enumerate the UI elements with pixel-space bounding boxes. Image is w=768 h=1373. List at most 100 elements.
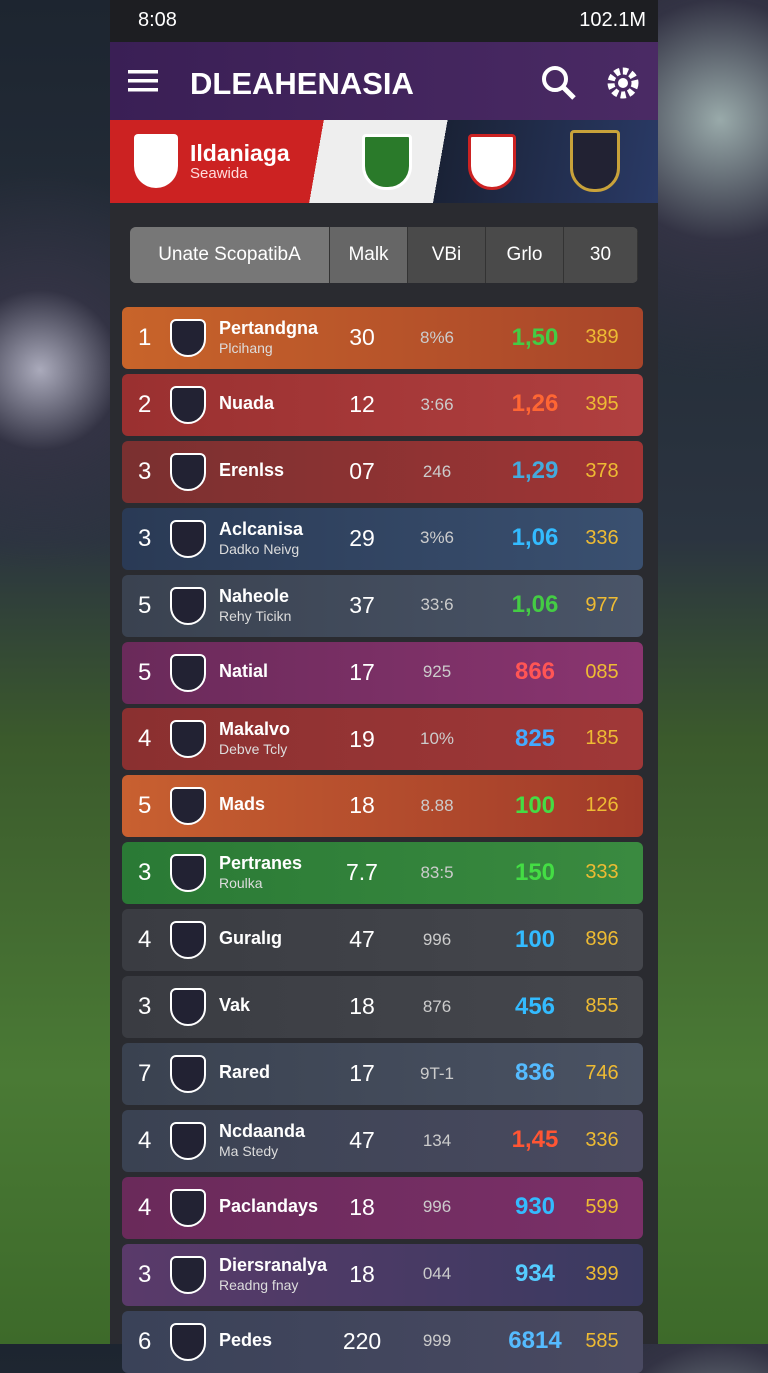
crest bbox=[468, 134, 516, 190]
status-right: 102.1M bbox=[579, 9, 646, 31]
tab[interactable]: VBi bbox=[408, 227, 486, 283]
tab[interactable]: Grlo bbox=[486, 227, 564, 283]
search-icon[interactable] bbox=[540, 64, 578, 102]
table-row[interactable]: 3 Aclcanisa Dadko Neivg 29 3%6 1,06 336 bbox=[122, 507, 643, 570]
team-logo bbox=[170, 1255, 206, 1294]
team-name: Mads bbox=[219, 794, 266, 815]
team-logo bbox=[170, 921, 206, 960]
stat-cell: 8%6 bbox=[419, 327, 455, 347]
rank: 2 bbox=[138, 390, 152, 418]
banner: Ildaniaga Seawida bbox=[110, 120, 658, 203]
table-row[interactable]: 3 Vak 18 876 456 855 bbox=[122, 976, 643, 1038]
table-row[interactable]: 4 Paclandays 18 996 930 599 bbox=[122, 1176, 643, 1239]
rank: 7 bbox=[138, 1059, 152, 1087]
team-name: Paclandays bbox=[219, 1195, 319, 1216]
rank: 4 bbox=[138, 1126, 152, 1154]
rank: 3 bbox=[138, 1260, 152, 1288]
stat-cell: 1,26 bbox=[511, 390, 559, 418]
tab[interactable]: 30 bbox=[564, 227, 638, 283]
stat-cell: 18 bbox=[349, 993, 375, 1020]
stat-cell: 134 bbox=[422, 1130, 452, 1150]
table-row[interactable]: 4 Guralıg 47 996 100 896 bbox=[122, 909, 643, 972]
stat-cell: 10% bbox=[419, 729, 455, 749]
stat-cell: 085 bbox=[585, 660, 619, 683]
rank: 5 bbox=[138, 591, 152, 619]
team-name: Aclcanisa bbox=[219, 518, 304, 539]
team-subtitle: Readng fnay bbox=[219, 1276, 299, 1293]
team-logo bbox=[170, 1322, 206, 1361]
stat-cell: 866 bbox=[514, 658, 556, 686]
team-logo bbox=[170, 586, 206, 625]
team-name: Diersranalya bbox=[219, 1254, 328, 1275]
stat-cell: 07 bbox=[349, 457, 375, 484]
team-logo bbox=[170, 854, 206, 893]
team-logo bbox=[170, 1121, 206, 1160]
rank: 5 bbox=[138, 792, 152, 820]
stat-cell: 246 bbox=[422, 461, 452, 481]
stat-cell: 395 bbox=[585, 392, 619, 415]
team-logo bbox=[170, 519, 206, 558]
stat-cell: 7.7 bbox=[346, 859, 378, 886]
stat-cell: 399 bbox=[585, 1262, 619, 1285]
stat-cell: 100 bbox=[514, 791, 556, 819]
table-row[interactable]: 1 Pertandgna Plcihang 30 8%6 1,50 389 bbox=[122, 307, 643, 369]
stat-cell: 33:6 bbox=[420, 595, 454, 615]
stat-cell: 83:5 bbox=[420, 862, 454, 882]
stat-cell: 999 bbox=[422, 1331, 452, 1351]
team-subtitle: Debve Tcly bbox=[219, 741, 288, 758]
stat-cell: 746 bbox=[585, 1061, 619, 1084]
table-row[interactable]: 4 Ncdaanda Ma Stedy 47 134 1,45 336 bbox=[122, 1109, 643, 1172]
rank: 3 bbox=[138, 457, 152, 485]
table-row[interactable]: 5 Naheole Rehy Ticikn 37 33:6 1,06 977 bbox=[122, 574, 643, 637]
table-row[interactable]: 4 Makalvo Debve Tcly 19 10% 825 185 bbox=[122, 708, 643, 771]
team-logo bbox=[170, 385, 206, 424]
team-logo bbox=[170, 1188, 206, 1227]
rank: 1 bbox=[138, 324, 152, 351]
rank: 4 bbox=[138, 725, 152, 753]
team-logo bbox=[170, 720, 206, 759]
rank: 4 bbox=[138, 1193, 152, 1221]
team-name: Rared bbox=[219, 1061, 271, 1082]
tab[interactable]: Unate ScopatibA bbox=[130, 227, 330, 283]
table-row[interactable]: 3 Erenlss 07 246 1,29 378 bbox=[122, 440, 643, 503]
tab[interactable]: Malk bbox=[330, 227, 408, 283]
stat-cell: 18 bbox=[349, 792, 375, 819]
stat-cell: 378 bbox=[585, 459, 619, 482]
table-row[interactable]: 3 Diersranalya Readng fnay 18 044 934 399 bbox=[122, 1243, 643, 1306]
stat-cell: 855 bbox=[585, 995, 619, 1017]
table-row[interactable]: 7 Rared 17 9T-1 836 746 bbox=[122, 1042, 643, 1105]
stat-cell: 825 bbox=[514, 724, 556, 752]
stat-cell: 1,29 bbox=[511, 457, 559, 485]
stat-cell: 126 bbox=[585, 794, 619, 817]
stat-cell: 977 bbox=[585, 593, 619, 616]
table-row[interactable]: 5 Natial 17 925 866 085 bbox=[122, 641, 643, 704]
stat-cell: 1,06 bbox=[511, 591, 559, 619]
stat-cell: 456 bbox=[514, 992, 556, 1020]
crest bbox=[570, 130, 620, 192]
table-row[interactable]: 5 Mads 18 8.88 100 126 bbox=[122, 775, 643, 838]
stat-cell: 930 bbox=[514, 1193, 556, 1221]
stat-cell: 934 bbox=[514, 1260, 556, 1288]
team-name: Ncdaanda bbox=[219, 1120, 306, 1141]
team-subtitle: Roulka bbox=[219, 875, 263, 892]
stat-cell: 389 bbox=[585, 326, 619, 348]
rank: 3 bbox=[138, 524, 152, 552]
menu-icon[interactable] bbox=[128, 69, 158, 93]
stat-cell: 17 bbox=[349, 658, 375, 685]
settings-icon[interactable] bbox=[606, 66, 640, 100]
stat-cell: 599 bbox=[585, 1195, 619, 1218]
stat-cell: 3%6 bbox=[419, 528, 455, 548]
rank: 5 bbox=[138, 658, 152, 686]
stat-cell: 333 bbox=[585, 861, 619, 884]
stat-cell: 896 bbox=[585, 928, 619, 951]
stat-cell: 1,06 bbox=[511, 524, 559, 552]
stat-cell: 17 bbox=[349, 1060, 375, 1087]
table-row[interactable]: 3 Pertranes Roulka 7.7 83:5 150 333 bbox=[122, 842, 643, 905]
table-row[interactable]: 2 Nuada 12 3:66 1,26 395 bbox=[122, 373, 643, 436]
team-subtitle: Dadko Neivg bbox=[219, 540, 300, 557]
stat-cell: 12 bbox=[349, 391, 375, 418]
app-title: DLEAHENASIA bbox=[190, 66, 414, 101]
stat-cell: 1,50 bbox=[511, 323, 559, 351]
table-row[interactable]: 6 Pedes 220 999 6814 585 bbox=[122, 1310, 643, 1373]
team-name: Natial bbox=[219, 660, 269, 681]
